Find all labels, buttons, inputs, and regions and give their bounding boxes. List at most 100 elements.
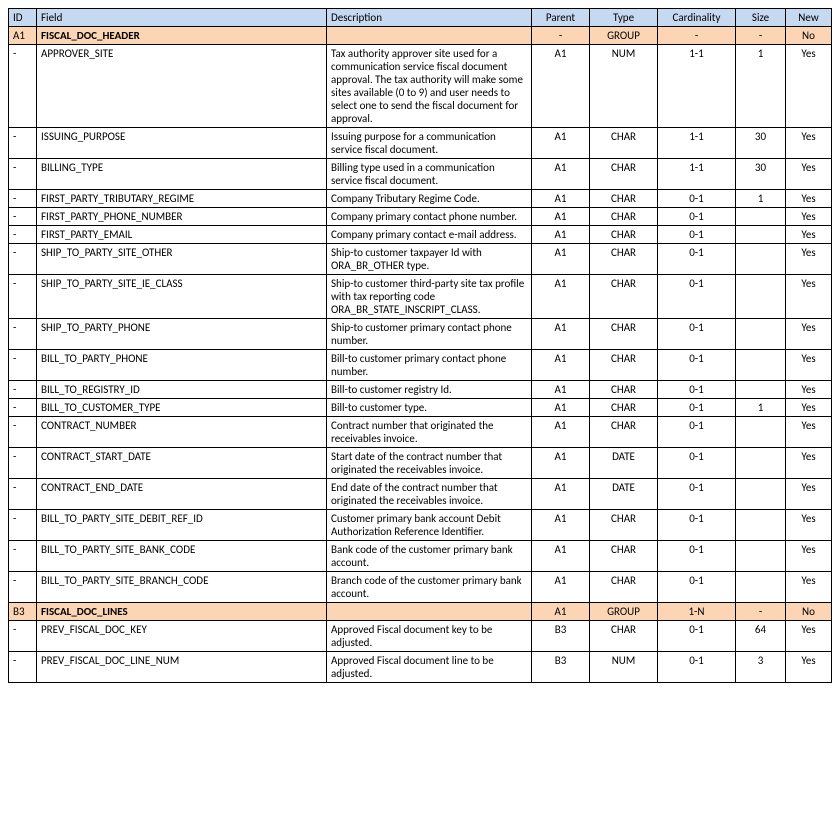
cell-cardinality: 0-1 <box>658 448 736 479</box>
cell-id: - <box>9 399 37 417</box>
col-new: New <box>786 9 832 27</box>
cell-id: - <box>9 128 37 159</box>
cell-cardinality: 0-1 <box>658 319 736 350</box>
cell-field: PREV_FISCAL_DOC_LINE_NUM <box>37 652 327 683</box>
cell-cardinality: 1-1 <box>658 128 736 159</box>
cell-id: - <box>9 621 37 652</box>
cell-parent: A1 <box>532 226 590 244</box>
cell-type: CHAR <box>590 190 658 208</box>
cell-field: CONTRACT_NUMBER <box>37 417 327 448</box>
cell-parent: A1 <box>532 381 590 399</box>
table-row: -BILL_TO_PARTY_SITE_BANK_CODEBank code o… <box>9 541 832 572</box>
cell-cardinality: 0-1 <box>658 510 736 541</box>
cell-description: Approved Fiscal document key to be adjus… <box>327 621 532 652</box>
cell-new: Yes <box>786 399 832 417</box>
col-size: Size <box>736 9 786 27</box>
cell-type: CHAR <box>590 128 658 159</box>
cell-cardinality: 1-1 <box>658 159 736 190</box>
cell-new: Yes <box>786 479 832 510</box>
cell-cardinality: 0-1 <box>658 479 736 510</box>
cell-cardinality: 0-1 <box>658 621 736 652</box>
cell-field: FIRST_PARTY_TRIBUTARY_REGIME <box>37 190 327 208</box>
cell-field: BILL_TO_PARTY_SITE_BANK_CODE <box>37 541 327 572</box>
table-row: -ISSUING_PURPOSEIssuing purpose for a co… <box>9 128 832 159</box>
cell-field: SHIP_TO_PARTY_SITE_IE_CLASS <box>37 275 327 319</box>
cell-id: - <box>9 190 37 208</box>
cell-parent: A1 <box>532 479 590 510</box>
table-row: -BILL_TO_PARTY_PHONEBill-to customer pri… <box>9 350 832 381</box>
table-row: -FIRST_PARTY_PHONE_NUMBERCompany primary… <box>9 208 832 226</box>
cell-id: - <box>9 572 37 603</box>
cell-new: Yes <box>786 128 832 159</box>
cell-parent: B3 <box>532 652 590 683</box>
cell-new: Yes <box>786 159 832 190</box>
cell-type: CHAR <box>590 244 658 275</box>
cell-parent: A1 <box>532 417 590 448</box>
cell-field: BILL_TO_PARTY_PHONE <box>37 350 327 381</box>
col-id: ID <box>9 9 37 27</box>
cell-parent: B3 <box>532 621 590 652</box>
cell-cardinality: 0-1 <box>658 541 736 572</box>
cell-new: Yes <box>786 226 832 244</box>
cell-size <box>736 319 786 350</box>
cell-description: Customer primary bank account Debit Auth… <box>327 510 532 541</box>
cell-new: Yes <box>786 208 832 226</box>
col-description: Description <box>327 9 532 27</box>
cell-id: - <box>9 510 37 541</box>
cell-size <box>736 226 786 244</box>
cell-type: NUM <box>590 45 658 128</box>
cell-parent: - <box>532 27 590 45</box>
cell-description: Contract number that originated the rece… <box>327 417 532 448</box>
table-row: -CONTRACT_START_DATEStart date of the co… <box>9 448 832 479</box>
cell-cardinality: 0-1 <box>658 190 736 208</box>
cell-size: 30 <box>736 159 786 190</box>
cell-parent: A1 <box>532 448 590 479</box>
cell-size <box>736 381 786 399</box>
cell-field: FIRST_PARTY_PHONE_NUMBER <box>37 208 327 226</box>
cell-size <box>736 244 786 275</box>
cell-cardinality: 0-1 <box>658 399 736 417</box>
cell-field: APPROVER_SITE <box>37 45 327 128</box>
cell-new: No <box>786 603 832 621</box>
cell-size: 64 <box>736 621 786 652</box>
table-row: -CONTRACT_NUMBERContract number that ori… <box>9 417 832 448</box>
cell-parent: A1 <box>532 510 590 541</box>
cell-description: Issuing purpose for a communication serv… <box>327 128 532 159</box>
col-type: Type <box>590 9 658 27</box>
cell-type: CHAR <box>590 541 658 572</box>
cell-cardinality: 0-1 <box>658 208 736 226</box>
cell-size <box>736 208 786 226</box>
cell-cardinality: 1-N <box>658 603 736 621</box>
table-row: -FIRST_PARTY_TRIBUTARY_REGIMECompany Tri… <box>9 190 832 208</box>
cell-new: Yes <box>786 621 832 652</box>
table-row: -CONTRACT_END_DATEEnd date of the contra… <box>9 479 832 510</box>
cell-field: BILL_TO_PARTY_SITE_BRANCH_CODE <box>37 572 327 603</box>
cell-description: End date of the contract number that ori… <box>327 479 532 510</box>
cell-field: SHIP_TO_PARTY_SITE_OTHER <box>37 244 327 275</box>
cell-description <box>327 603 532 621</box>
table-row: -BILL_TO_CUSTOMER_TYPEBill-to customer t… <box>9 399 832 417</box>
cell-new: No <box>786 27 832 45</box>
cell-id: - <box>9 275 37 319</box>
col-field: Field <box>37 9 327 27</box>
cell-description: Bill-to customer primary contact phone n… <box>327 350 532 381</box>
table-row: -PREV_FISCAL_DOC_KEYApproved Fiscal docu… <box>9 621 832 652</box>
table-row: -SHIP_TO_PARTY_SITE_IE_CLASSShip-to cust… <box>9 275 832 319</box>
group-row: A1FISCAL_DOC_HEADER-GROUP--No <box>9 27 832 45</box>
cell-cardinality: 0-1 <box>658 275 736 319</box>
cell-new: Yes <box>786 244 832 275</box>
table-row: -BILLING_TYPEBilling type used in a comm… <box>9 159 832 190</box>
cell-description: Branch code of the customer primary bank… <box>327 572 532 603</box>
cell-field: ISSUING_PURPOSE <box>37 128 327 159</box>
cell-cardinality: 0-1 <box>658 652 736 683</box>
cell-id: B3 <box>9 603 37 621</box>
cell-cardinality: 0-1 <box>658 381 736 399</box>
table-body: A1FISCAL_DOC_HEADER-GROUP--No-APPROVER_S… <box>9 27 832 683</box>
cell-parent: A1 <box>532 208 590 226</box>
cell-description <box>327 27 532 45</box>
cell-type: CHAR <box>590 381 658 399</box>
cell-size: 3 <box>736 652 786 683</box>
cell-parent: A1 <box>532 275 590 319</box>
cell-new: Yes <box>786 541 832 572</box>
cell-new: Yes <box>786 510 832 541</box>
